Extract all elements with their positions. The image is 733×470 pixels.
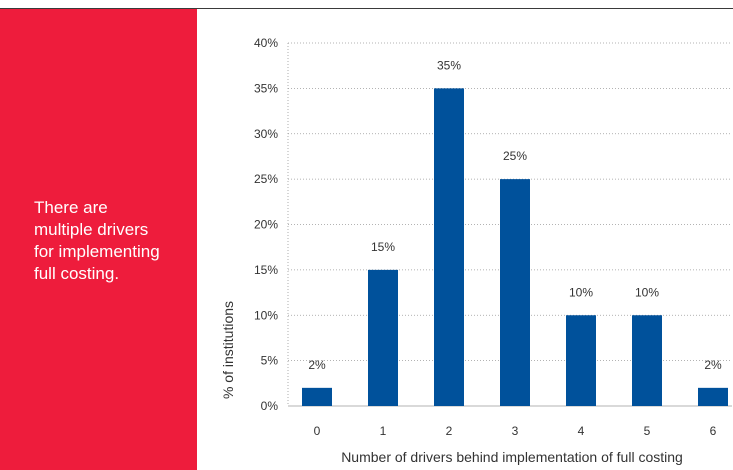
data-label-4: 10% bbox=[569, 285, 593, 299]
data-label-6: 2% bbox=[704, 358, 722, 372]
y-axis-title: % of institutions bbox=[220, 301, 236, 399]
data-label-1: 15% bbox=[371, 240, 395, 254]
y-tick-label: 10% bbox=[254, 308, 278, 322]
x-tick-label: 1 bbox=[380, 424, 387, 438]
y-tick-label: 20% bbox=[254, 218, 278, 232]
y-tick-label: 5% bbox=[261, 354, 279, 368]
data-labels: 2% 15% 35% 25% 10% 10% 2% bbox=[308, 58, 722, 371]
side-panel: There are multiple drivers for implement… bbox=[0, 9, 197, 470]
x-axis-title: Number of drivers behind implementation … bbox=[341, 449, 683, 465]
x-tick-label: 0 bbox=[314, 424, 321, 438]
bar-3 bbox=[500, 179, 530, 406]
y-tick-label: 25% bbox=[254, 172, 278, 186]
data-label-5: 10% bbox=[635, 285, 659, 299]
y-tick-label: 35% bbox=[254, 81, 278, 95]
bar-0 bbox=[302, 387, 332, 406]
x-tick-label: 3 bbox=[512, 424, 519, 438]
y-tick-label: 15% bbox=[254, 263, 278, 277]
y-tick-label: 40% bbox=[254, 36, 278, 50]
data-label-3: 25% bbox=[503, 149, 527, 163]
y-tick-label: 30% bbox=[254, 127, 278, 141]
side-panel-text: There are multiple drivers for implement… bbox=[34, 198, 160, 283]
bar-1 bbox=[368, 269, 398, 406]
bar-5 bbox=[632, 315, 662, 406]
bar-6 bbox=[698, 387, 728, 406]
data-label-0: 2% bbox=[308, 358, 326, 372]
data-label-2: 35% bbox=[437, 58, 461, 72]
bar-4 bbox=[566, 315, 596, 406]
x-tick-label: 6 bbox=[710, 424, 717, 438]
x-tick-label: 4 bbox=[578, 424, 585, 438]
top-rule bbox=[0, 8, 733, 9]
x-tick-label: 5 bbox=[644, 424, 651, 438]
y-tick-labels: 0% 5% 10% 15% 20% 25% 30% 35% 40% bbox=[254, 36, 278, 413]
bars bbox=[302, 88, 728, 406]
bar-2 bbox=[434, 88, 464, 406]
y-tick-label: 0% bbox=[261, 399, 279, 413]
x-tick-labels: 0 1 2 3 4 5 6 bbox=[314, 424, 717, 438]
x-tick-label: 2 bbox=[446, 424, 453, 438]
